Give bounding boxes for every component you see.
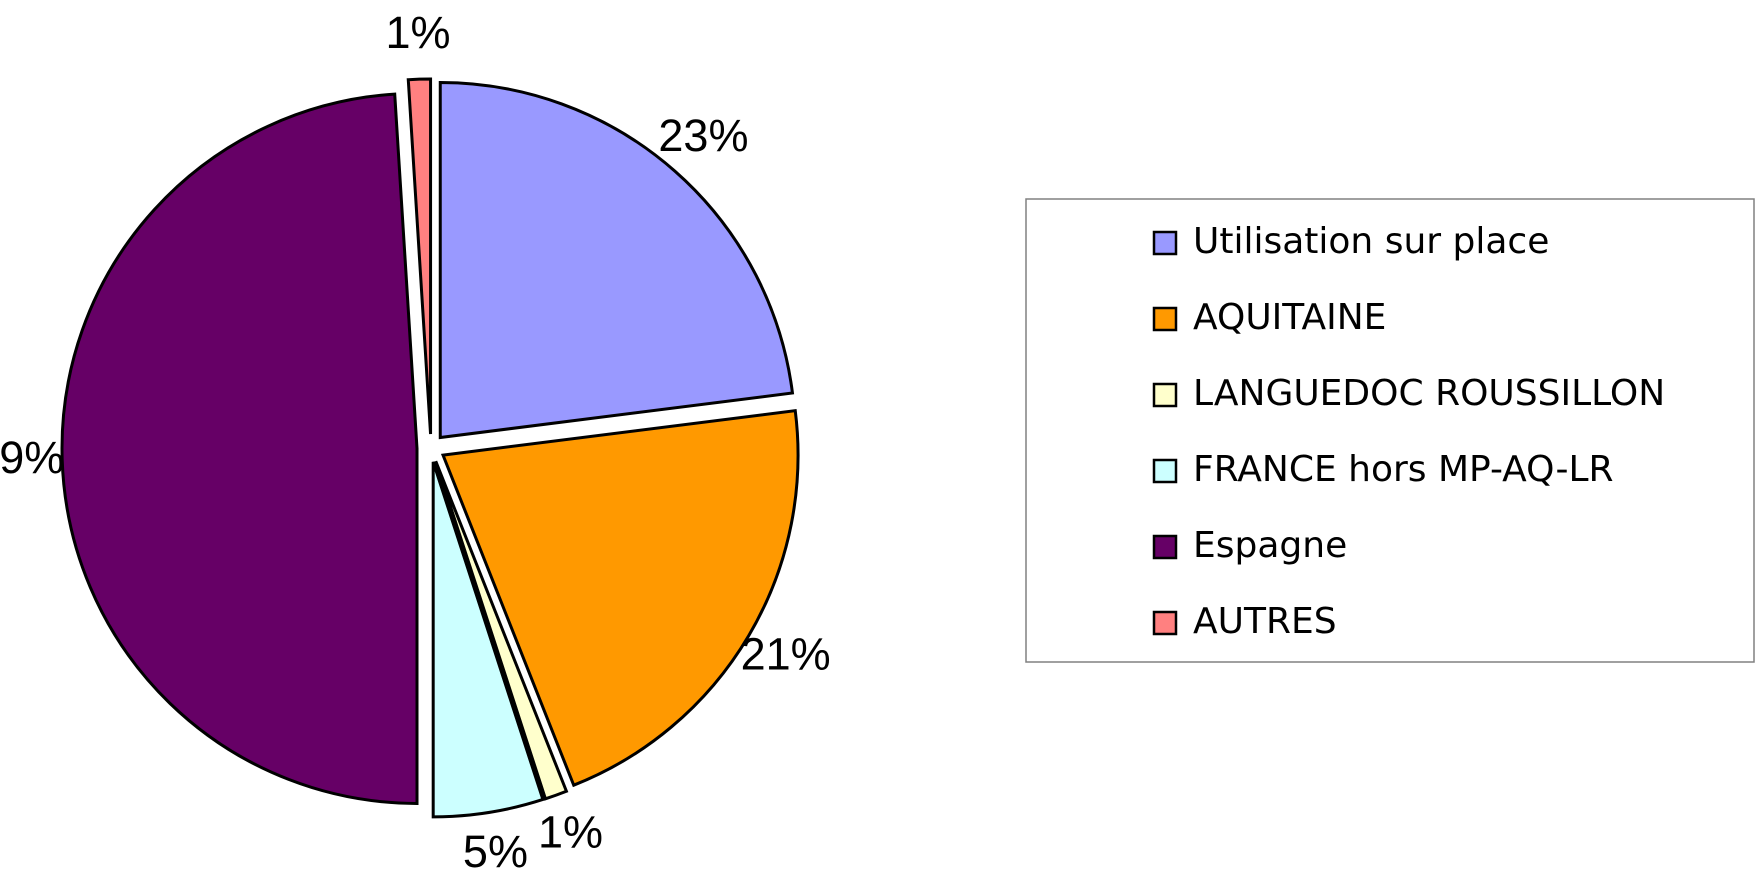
legend-label: Utilisation sur place xyxy=(1193,221,1549,262)
legend-label: AQUITAINE xyxy=(1193,297,1386,338)
data-label: 1% xyxy=(386,7,451,58)
legend-marker xyxy=(1152,458,1178,484)
data-label: 49% xyxy=(0,432,64,483)
legend-marker xyxy=(1152,534,1178,560)
legend-label: LANGUEDOC ROUSSILLON xyxy=(1193,373,1665,414)
legend-marker xyxy=(1152,382,1178,408)
legend-label: Espagne xyxy=(1193,525,1347,566)
data-label: 1% xyxy=(538,807,603,858)
data-label: 5% xyxy=(463,826,528,877)
pie-slice xyxy=(406,77,433,435)
pie-slice xyxy=(431,461,545,819)
pie-slice xyxy=(438,80,795,440)
data-label: 23% xyxy=(658,110,748,161)
legend-marker xyxy=(1152,306,1178,332)
legend-label: FRANCE hors MP-AQ-LR xyxy=(1193,449,1614,490)
legend-label: AUTRES xyxy=(1193,601,1337,642)
pie-slice xyxy=(434,460,569,801)
legend-marker xyxy=(1152,610,1178,636)
data-label: 21% xyxy=(741,629,831,680)
pie-slice xyxy=(440,408,800,788)
legend-marker xyxy=(1152,230,1178,256)
legend-box xyxy=(1025,198,1755,663)
pie-slice xyxy=(60,92,419,805)
